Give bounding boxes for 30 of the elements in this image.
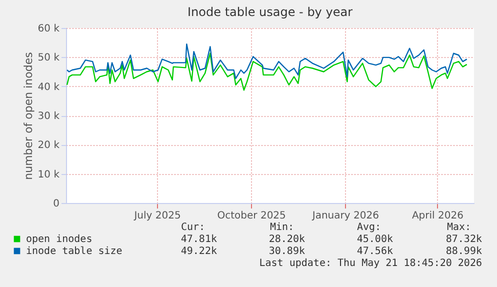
x-tick-label: April 2026 bbox=[412, 210, 464, 222]
line-series bbox=[66, 43, 468, 80]
text: 47.56k bbox=[356, 246, 393, 257]
text: Min: bbox=[270, 222, 294, 233]
x-tick-label: July 2025 bbox=[133, 210, 181, 222]
text: 87.32k bbox=[446, 234, 482, 245]
x-tick-label: January 2026 bbox=[311, 210, 379, 222]
text: 30.89k bbox=[268, 246, 305, 257]
text: 45.00k bbox=[356, 234, 393, 245]
y-tick-label: 50 k bbox=[38, 52, 60, 64]
y-tick-label: 0 bbox=[53, 198, 60, 210]
y-tick-label: 40 k bbox=[38, 82, 60, 93]
text: Cur: bbox=[181, 222, 206, 233]
text: 49.22k bbox=[180, 246, 217, 257]
legend-label: inode table size bbox=[26, 246, 122, 257]
y-axis-title: number of open inodes bbox=[22, 52, 35, 180]
legend-label: open inodes bbox=[26, 234, 92, 245]
y-tick-label: 20 k bbox=[38, 140, 60, 152]
text: 47.81k bbox=[180, 234, 217, 245]
chart-title: Inode table usage - by year bbox=[188, 5, 353, 19]
y-tick-label: 30 k bbox=[38, 111, 60, 122]
y-tick-label: 10 k bbox=[38, 169, 60, 180]
text: Max: bbox=[447, 222, 472, 233]
x-tick-label: October 2025 bbox=[217, 210, 286, 222]
line-series bbox=[66, 52, 468, 91]
text: Avg: bbox=[357, 222, 382, 233]
text: 28.20k bbox=[268, 234, 305, 245]
text: 88.99k bbox=[446, 246, 482, 257]
y-tick-label: 60 k bbox=[38, 24, 60, 34]
text: Last update: Thu May 21 18:45:20 2026 bbox=[259, 258, 482, 269]
